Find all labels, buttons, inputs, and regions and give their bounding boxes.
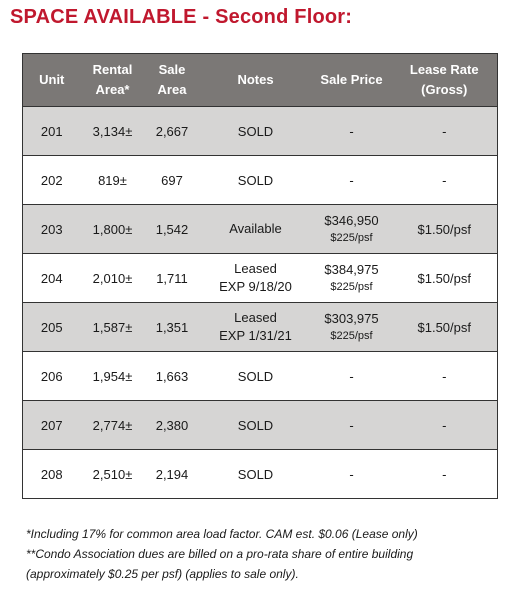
sale-area-cell: 1,542 bbox=[144, 204, 200, 254]
lease-rate-cell: - bbox=[391, 400, 498, 450]
lease-rate-cell: - bbox=[391, 351, 498, 401]
sale-price-cell: - bbox=[311, 449, 392, 499]
notes-expiry: EXP 9/18/20 bbox=[219, 279, 292, 294]
rental-area-cell: 819± bbox=[80, 155, 145, 205]
table-row: 204 2,010± 1,711 Leased EXP 9/18/20 $384,… bbox=[22, 253, 498, 303]
sale-price-psf: $225/psf bbox=[330, 330, 373, 342]
sale-price-value: $384,975 bbox=[324, 262, 379, 277]
sale-price-psf: $225/psf bbox=[330, 281, 373, 293]
table-row: 208 2,510± 2,194 SOLD - - bbox=[22, 449, 498, 499]
footnote-cam: *Including 17% for common area load fact… bbox=[26, 527, 418, 541]
sale-area-cell: 1,351 bbox=[144, 302, 200, 352]
sale-area-cell: 2,667 bbox=[144, 106, 200, 156]
table-row: 206 1,954± 1,663 SOLD - - bbox=[22, 351, 498, 401]
page-title: SPACE AVAILABLE - Second Floor: bbox=[10, 6, 353, 28]
notes-expiry: EXP 1/31/21 bbox=[219, 328, 292, 343]
footnote-condo-dues-cont: (approximately $0.25 per psf) (applies t… bbox=[26, 567, 299, 581]
footnotes: *Including 17% for common area load fact… bbox=[26, 524, 506, 584]
notes-status: Leased bbox=[234, 310, 277, 325]
rental-area-cell: 1,954± bbox=[80, 351, 145, 401]
lease-rate-cell: - bbox=[391, 155, 498, 205]
unit-cell: 206 bbox=[22, 351, 81, 401]
rental-area-cell: 1,800± bbox=[80, 204, 145, 254]
notes-status: Available bbox=[229, 221, 282, 236]
notes-cell: Leased EXP 9/18/20 bbox=[199, 253, 312, 303]
sale-price-cell: $384,975 $225/psf bbox=[311, 253, 392, 303]
lease-rate-cell: - bbox=[391, 449, 498, 499]
sale-price-psf: $225/psf bbox=[330, 232, 373, 244]
unit-cell: 203 bbox=[22, 204, 81, 254]
header-notes: Notes bbox=[199, 53, 312, 107]
sale-area-cell: 697 bbox=[144, 155, 200, 205]
header-rental-area: Rental Area* bbox=[80, 53, 145, 107]
header-sale-price: Sale Price bbox=[311, 53, 392, 107]
lease-rate-cell: $1.50/psf bbox=[391, 253, 498, 303]
rental-area-cell: 2,510± bbox=[80, 449, 145, 499]
sale-price-cell: - bbox=[311, 106, 392, 156]
sale-area-cell: 1,663 bbox=[144, 351, 200, 401]
footnote-condo-dues: **Condo Association dues are billed on a… bbox=[26, 547, 414, 561]
unit-cell: 202 bbox=[22, 155, 81, 205]
notes-cell: SOLD bbox=[199, 449, 312, 499]
unit-cell: 201 bbox=[22, 106, 81, 156]
rental-area-cell: 1,587± bbox=[80, 302, 145, 352]
unit-cell: 207 bbox=[22, 400, 81, 450]
sale-price-cell: - bbox=[311, 155, 392, 205]
sale-price-cell: $346,950 $225/psf bbox=[311, 204, 392, 254]
rental-area-cell: 2,010± bbox=[80, 253, 145, 303]
notes-cell: SOLD bbox=[199, 400, 312, 450]
rental-area-cell: 2,774± bbox=[80, 400, 145, 450]
sale-price-cell: - bbox=[311, 351, 392, 401]
sale-price-cell: - bbox=[311, 400, 392, 450]
notes-cell: SOLD bbox=[199, 351, 312, 401]
sale-area-cell: 2,194 bbox=[144, 449, 200, 499]
table-row: 205 1,587± 1,351 Leased EXP 1/31/21 $303,… bbox=[22, 302, 498, 352]
sale-price-cell: $303,975 $225/psf bbox=[311, 302, 392, 352]
sale-area-cell: 2,380 bbox=[144, 400, 200, 450]
rental-area-cell: 3,134± bbox=[80, 106, 145, 156]
unit-cell: 205 bbox=[22, 302, 81, 352]
notes-status: Leased bbox=[234, 261, 277, 276]
unit-cell: 204 bbox=[22, 253, 81, 303]
unit-cell: 208 bbox=[22, 449, 81, 499]
sale-area-cell: 1,711 bbox=[144, 253, 200, 303]
table-row: 207 2,774± 2,380 SOLD - - bbox=[22, 400, 498, 450]
header-lease-rate: Lease Rate (Gross) bbox=[391, 53, 498, 107]
lease-rate-cell: $1.50/psf bbox=[391, 204, 498, 254]
table-row: 203 1,800± 1,542 Available $346,950 $225/… bbox=[22, 204, 498, 254]
table-row: 202 819± 697 SOLD - - bbox=[22, 155, 498, 205]
notes-cell: SOLD bbox=[199, 155, 312, 205]
lease-rate-cell: - bbox=[391, 106, 498, 156]
lease-rate-cell: $1.50/psf bbox=[391, 302, 498, 352]
table-header-row: Unit Rental Area* Sale Area Notes Sale Pri… bbox=[22, 53, 498, 107]
sale-price-value: $346,950 bbox=[324, 213, 379, 228]
notes-cell: Leased EXP 1/31/21 bbox=[199, 302, 312, 352]
notes-cell: SOLD bbox=[199, 106, 312, 156]
sale-price-value: $303,975 bbox=[324, 311, 379, 326]
header-sale-area: Sale Area bbox=[144, 53, 200, 107]
notes-cell: Available bbox=[199, 204, 312, 254]
header-unit: Unit bbox=[22, 53, 81, 107]
space-table: Unit Rental Area* Sale Area Notes Sale Pri… bbox=[22, 53, 498, 499]
table-row: 201 3,134± 2,667 SOLD - - bbox=[22, 106, 498, 156]
